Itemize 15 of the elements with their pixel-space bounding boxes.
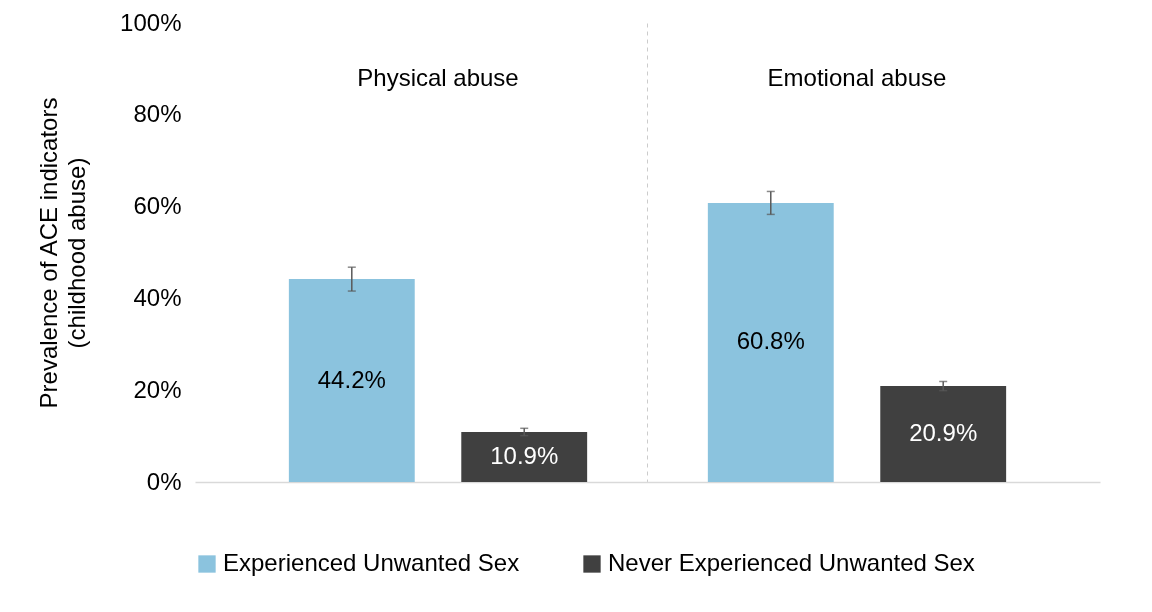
y-tick-label: 100%	[120, 8, 182, 36]
y-tick-label: 40%	[133, 283, 182, 311]
text: 44.2%	[317, 365, 386, 393]
legend-label: Never Experienced Unwanted Sex	[608, 549, 975, 576]
text: 60.8%	[736, 327, 805, 355]
text: 10.9%	[490, 441, 559, 469]
y-tick-label: 60%	[133, 192, 182, 220]
legend-label: Experienced Unwanted Sex	[223, 549, 520, 576]
y-axis-title: Prevalence of ACE indicators (childhood abuse)	[35, 97, 91, 409]
text: 20.9%	[909, 419, 978, 447]
x-tick-label: Emotional abuse	[767, 63, 947, 91]
y-tick-label: 0%	[146, 467, 182, 495]
y-tick-label: 20%	[133, 375, 182, 403]
x-tick-label: Physical abuse	[357, 63, 519, 91]
y-tick-label: 80%	[133, 100, 182, 128]
